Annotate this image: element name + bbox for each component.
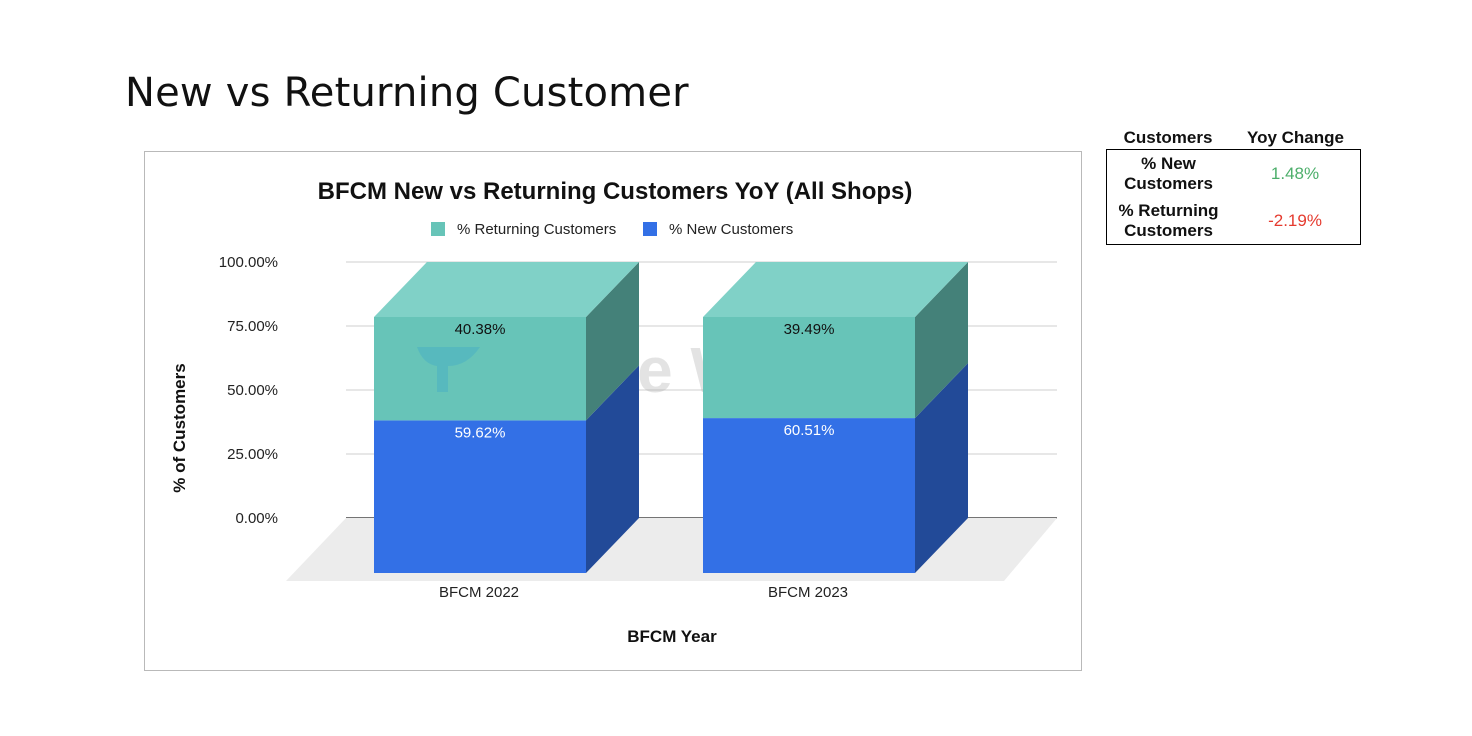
page-title: New vs Returning Customer — [125, 70, 689, 116]
chart-container: BFCM New vs Returning Customers YoY (All… — [144, 151, 1082, 671]
bar-segment-top — [374, 262, 639, 317]
legend-label: % New Customers — [669, 221, 793, 238]
chart-bars: 59.62% 40.38% 60.51% 39.49% — [374, 262, 968, 573]
data-label: 59.62% — [455, 424, 506, 441]
x-tick-label: BFCM 2023 — [768, 584, 848, 601]
chart-legend: % Returning Customers % New Customers — [431, 221, 793, 238]
y-axis-ticks: 0.00% 25.00% 50.00% 75.00% 100.00% — [219, 254, 278, 527]
legend-swatch — [643, 222, 657, 236]
chart-title: BFCM New vs Returning Customers YoY (All… — [318, 178, 913, 205]
row-label: % Returning Customers — [1107, 201, 1230, 241]
bar-segment-side — [915, 363, 968, 573]
y-tick-label: 100.00% — [219, 254, 278, 271]
data-label: 60.51% — [784, 422, 835, 439]
row-label-line: Customers — [1124, 220, 1213, 240]
row-label-line: % Returning — [1118, 200, 1219, 220]
row-label-line: Customers — [1124, 173, 1213, 193]
bar-segment-side — [915, 262, 968, 419]
y-axis-label: % of Customers — [170, 363, 189, 492]
bar-segment-front — [374, 317, 586, 421]
header-yoy-change: Yoy Change — [1247, 128, 1344, 147]
watermark-logo-icon — [417, 347, 480, 392]
table-row-new-customers: % New Customers 1.48% — [1107, 150, 1360, 197]
y-tick-label: 25.00% — [227, 446, 278, 463]
bar-stack: 59.62% 40.38% — [374, 262, 639, 573]
row-value-positive: 1.48% — [1270, 163, 1320, 183]
data-label: 40.38% — [455, 321, 506, 338]
bar-segment-front — [703, 317, 915, 419]
table-row-returning-customers: % Returning Customers -2.19% — [1107, 197, 1360, 244]
table-body: % New Customers 1.48% % Returning Custom… — [1106, 149, 1361, 245]
y-tick-label: 75.00% — [227, 318, 278, 335]
yoy-change-table: Customers Yoy Change % New Customers 1.4… — [1106, 128, 1361, 245]
bar-segment-front — [374, 420, 586, 573]
x-tick-label: BFCM 2022 — [439, 584, 519, 601]
y-tick-label: 50.00% — [227, 382, 278, 399]
x-axis-label: BFCM Year — [627, 627, 717, 646]
row-value-negative: -2.19% — [1268, 210, 1322, 230]
stacked-bar-chart: BFCM New vs Returning Customers YoY (All… — [170, 178, 1057, 646]
legend-swatch — [431, 222, 445, 236]
table-header: Customers Yoy Change — [1106, 128, 1361, 149]
y-tick-label: 0.00% — [235, 510, 278, 527]
logo-shape — [417, 347, 480, 392]
legend-label: % Returning Customers — [457, 221, 616, 238]
bar-segment-front — [703, 418, 915, 573]
row-label: % New Customers — [1107, 154, 1230, 194]
bar-segment-side — [586, 365, 639, 573]
bar-stack: 60.51% 39.49% — [703, 262, 968, 573]
bar-segment-top — [703, 262, 968, 317]
bar-segment-side — [586, 262, 639, 421]
x-axis-ticks: BFCM 2022 BFCM 2023 — [439, 584, 848, 601]
header-customers: Customers — [1123, 128, 1213, 147]
data-label: 39.49% — [784, 321, 835, 338]
row-label-line: % New — [1141, 153, 1196, 173]
